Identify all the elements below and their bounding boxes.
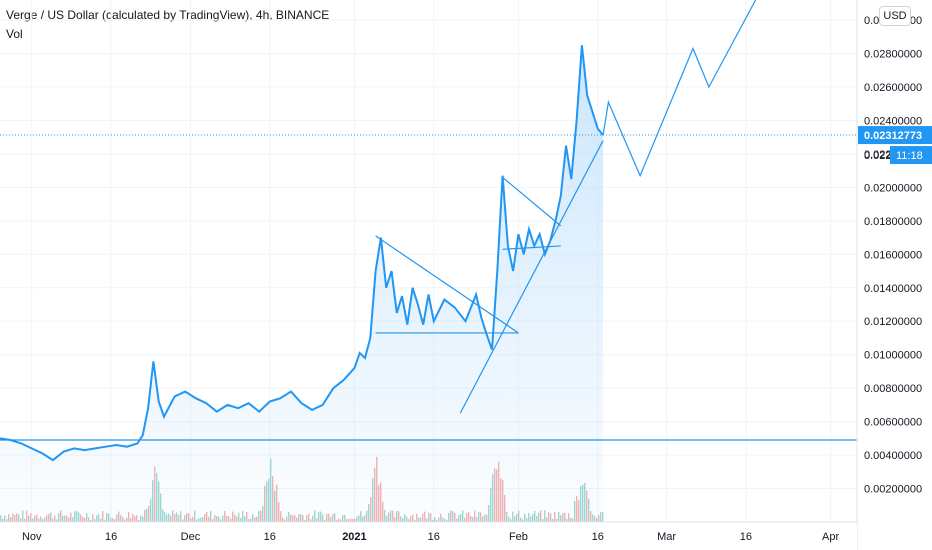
chart-title: Verge / US Dollar (calculated by Trading… <box>6 8 330 22</box>
trend-line <box>459 140 604 414</box>
y-tick-label: 0.01800000 <box>864 216 922 228</box>
y-tick-label: 0.00800000 <box>864 383 922 395</box>
y-tick-label: 0.01400000 <box>864 283 922 295</box>
price-line <box>0 45 604 462</box>
x-tick-label: 16 <box>740 531 752 543</box>
volume-indicator-label[interactable]: Vol <box>6 27 23 41</box>
y-tick-label: 0.01600000 <box>864 249 922 261</box>
x-tick-label: 2021 <box>342 531 366 543</box>
price-axis[interactable]: 0.00200000 0.00400000 0.00600000 0.00800000… <box>856 0 932 550</box>
time-axis-background <box>0 522 857 550</box>
x-tick-label: 16 <box>592 531 604 543</box>
y-tick-label: 0.00200000 <box>864 484 922 496</box>
price-tag-value: 0.02312773 <box>864 130 922 142</box>
y-tick-label: 0.01200000 <box>864 316 922 328</box>
x-tick-label: Mar <box>657 531 676 543</box>
y-tick-label: 0.02600000 <box>864 82 922 94</box>
y-tick-label: 0.00400000 <box>864 450 922 462</box>
y-tick-label: 0.00600000 <box>864 417 922 429</box>
currency-button[interactable]: USD <box>879 6 911 26</box>
drawing-annotations[interactable] <box>0 140 857 441</box>
x-tick-label: Nov <box>22 531 42 543</box>
trend-line <box>502 245 561 250</box>
projection-path[interactable] <box>602 0 757 178</box>
y-tick-label: 0.02400000 <box>864 115 922 127</box>
y-tick-label: 0.02800000 <box>864 49 922 61</box>
y-tick-label: 0.01000000 <box>864 350 922 362</box>
time-axis[interactable]: Nov 16 Dec 16 2021 16 Feb 16 Mar 16 Apr <box>0 521 857 550</box>
bar-countdown: 11:18 <box>896 150 923 162</box>
x-tick-label: Dec <box>181 531 201 543</box>
x-tick-label: 16 <box>105 531 117 543</box>
price-tag-background <box>858 126 932 145</box>
x-tick-label: 16 <box>428 531 440 543</box>
x-tick-label: 16 <box>264 531 276 543</box>
x-tick-label: Apr <box>822 531 839 543</box>
occluded-tick-label: 0.022 <box>864 150 892 162</box>
price-axis-background <box>857 0 932 550</box>
x-tick-label: Feb <box>509 531 528 543</box>
countdown-background <box>890 146 932 165</box>
trend-line <box>375 235 519 334</box>
trend-line <box>502 176 562 227</box>
chart-grid <box>0 0 857 522</box>
price-area-fill <box>0 45 604 522</box>
current-price-tag: 0.02312773 0.022 11:18 <box>858 126 932 165</box>
y-tick-label: 0.02000000 <box>864 182 922 194</box>
